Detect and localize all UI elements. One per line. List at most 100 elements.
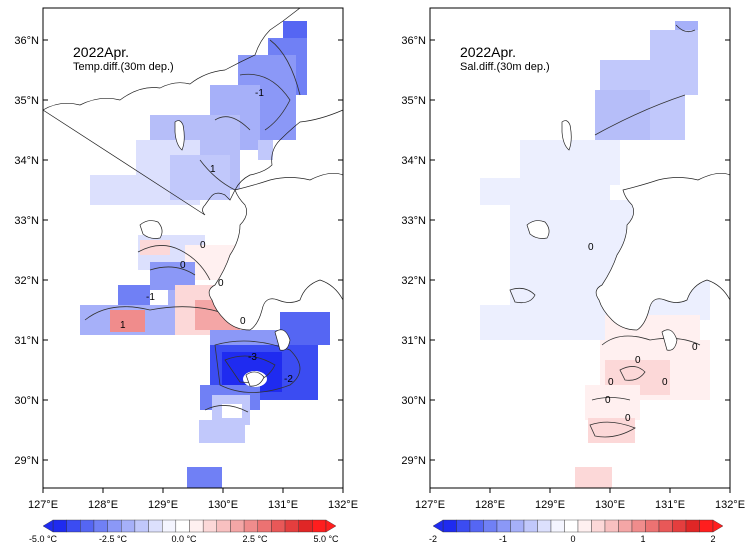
colorbar-swatch [577, 519, 592, 533]
colorbar-swatch [483, 519, 498, 533]
colorbar-swatch [161, 519, 177, 533]
lat-label: 30°N [401, 395, 426, 407]
lat-label: 31°N [401, 335, 426, 347]
colorbar-swatch [523, 519, 538, 533]
contour-label: 0 [662, 377, 668, 388]
contour-label: -1 [255, 88, 264, 99]
lat-label: 29°N [14, 455, 39, 467]
contour-label: 0 [588, 242, 594, 253]
contour-lines [509, 24, 701, 438]
salinity-map: 0 0 0 0 0 0 0 2022Apr. Sal.diff.(30m dep… [401, 7, 745, 544]
colorbar-swatch [216, 519, 231, 533]
colorbar-swatch [537, 519, 552, 533]
colorbar-swatch [469, 519, 484, 533]
lon-label: 131°E [268, 499, 298, 511]
colorbar-label: -2.5 °C [99, 534, 128, 544]
colorbar [42, 519, 337, 533]
colorbar-swatch [631, 519, 646, 533]
colorbar-swatch [591, 519, 606, 533]
lon-label: 130°E [595, 499, 625, 511]
colorbar-label: 0.0 °C [171, 534, 197, 544]
coastline [526, 120, 731, 351]
colorbar-label: 5.0 °C [313, 534, 339, 544]
colorbar-label: 0 [570, 534, 575, 544]
latitude-axis [43, 39, 343, 461]
colorbar-swatch [658, 519, 673, 533]
lon-label: 127°E [28, 499, 58, 511]
latitude-labels: 36°N 35°N 34°N 33°N 32°N 31°N 30°N 29°N [14, 35, 39, 467]
lon-label: 132°E [328, 499, 358, 511]
longitude-axis [42, 488, 344, 493]
colorbar-label: -2 [429, 534, 437, 544]
contour-label: 0 [625, 413, 631, 424]
lon-label: 128°E [475, 499, 505, 511]
contour-label: 1 [210, 164, 216, 175]
contour-label: 0 [200, 240, 206, 251]
contour-label: -3 [248, 352, 257, 363]
lat-label: 30°N [14, 395, 39, 407]
colorbar-swatch [699, 519, 714, 533]
colorbar-swatch [189, 519, 204, 533]
contour-label: -2 [284, 374, 293, 385]
latitude-labels: 36°N 35°N 34°N 33°N 32°N 31°N 30°N 29°N [401, 35, 426, 467]
map-title: 2022Apr. [460, 44, 516, 60]
lon-label: 132°E [715, 499, 745, 511]
temperature-map: -1 1 0 0 0 0 -1 -3 -2 1 2022Apr. Temp.di… [14, 7, 358, 544]
colorbar-labels: -5.0 °C -2.5 °C 0.0 °C 2.5 °C 5.0 °C [29, 534, 339, 544]
colorbar-label: 2 [710, 534, 715, 544]
colorbar-label: -5.0 °C [29, 534, 58, 544]
contour-label-group: -1 1 0 0 0 0 -1 -3 -2 1 [120, 88, 293, 385]
lat-label: 32°N [14, 275, 39, 287]
contour-label: 0 [605, 395, 611, 406]
coastline [42, 7, 344, 488]
map-frame [429, 7, 731, 489]
colorbar-swatch [685, 519, 700, 533]
colorbar-label: 1 [640, 534, 645, 544]
colorbar-swatch [672, 519, 687, 533]
colorbar-swatch [257, 519, 272, 533]
colorbar-swatch [121, 519, 136, 533]
colorbar-swatch [645, 519, 660, 533]
lat-label: 36°N [401, 35, 426, 47]
colorbar-swatch [550, 519, 565, 533]
lat-label: 31°N [14, 335, 39, 347]
colorbar-swatch [80, 519, 95, 533]
lon-label: 129°E [148, 499, 178, 511]
colorbar-swatch [510, 519, 525, 533]
colorbar-low-arrow [42, 519, 54, 533]
contour-label: 0 [635, 355, 641, 366]
colorbar-swatch [456, 519, 471, 533]
map-frame [42, 7, 344, 489]
colorbar-label: 2.5 °C [242, 534, 268, 544]
contour-label: 0 [608, 377, 614, 388]
contour-label: 0 [692, 342, 698, 353]
contour-label: -1 [146, 292, 155, 303]
lat-label: 35°N [401, 95, 426, 107]
longitude-axis [429, 488, 731, 493]
colorbar-swatch [442, 519, 457, 533]
contour-label: 0 [180, 260, 186, 271]
colorbar-low-arrow [432, 519, 444, 533]
colorbar-swatch [618, 519, 633, 533]
lat-label: 32°N [401, 275, 426, 287]
map-subtitle: Sal.diff.(30m dep.) [460, 61, 550, 73]
colorbar-swatch [243, 519, 258, 533]
temperature-panel: -1 1 0 0 0 0 -1 -3 -2 1 2022Apr. Temp.di… [0, 0, 375, 552]
lat-label: 34°N [14, 155, 39, 167]
colorbar-swatch [93, 519, 108, 533]
longitude-labels: 127°E 128°E 129°E 130°E 131°E 132°E [415, 499, 745, 511]
colorbar-labels: -2 -1 0 1 2 [429, 534, 716, 544]
lat-label: 35°N [14, 95, 39, 107]
lon-label: 127°E [415, 499, 445, 511]
colorbar-label: -1 [499, 534, 507, 544]
colorbar-swatch [148, 519, 163, 533]
colorbar [432, 519, 724, 533]
map-title: 2022Apr. [73, 44, 129, 60]
colorbar-swatch [496, 519, 511, 533]
map-subtitle: Temp.diff.(30m dep.) [73, 61, 174, 73]
latitude-axis [430, 39, 730, 461]
colorbar-swatch [298, 519, 313, 533]
contour-label: 0 [240, 316, 246, 327]
lat-label: 33°N [401, 215, 426, 227]
lat-label: 36°N [14, 35, 39, 47]
